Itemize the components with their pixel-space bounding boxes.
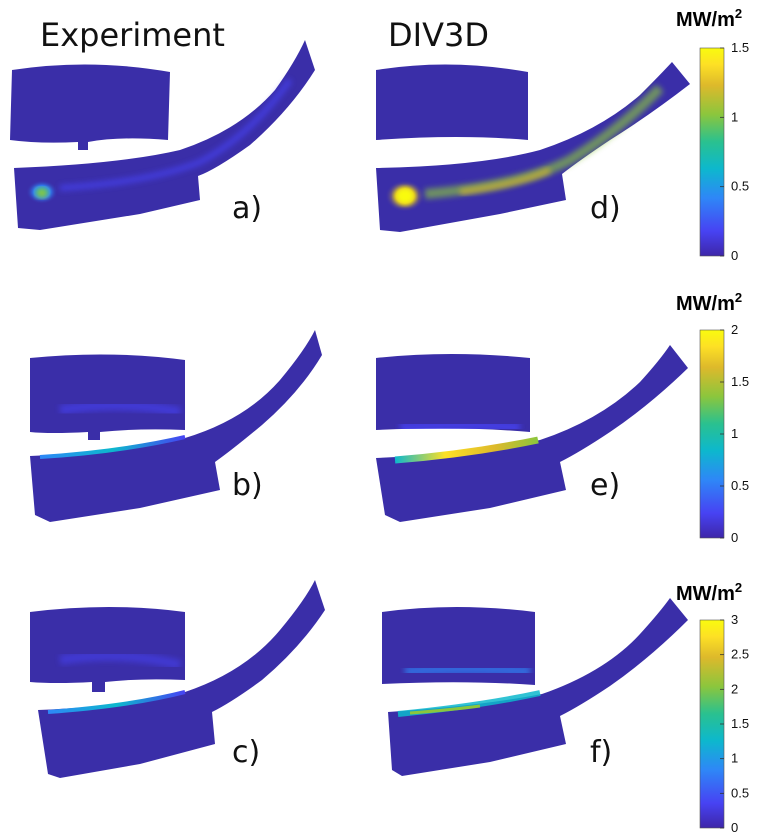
colorbar-1: MW/m2 0 0.5 1 1.5 [676,6,749,263]
panel-d [376,62,690,232]
colorbar-3-tick-label: 1.5 [731,716,749,731]
panel-label-c: c) [232,735,260,770]
column-title-div3d: DIV3D [388,16,489,54]
colorbar-3-tick-label: 2.5 [731,647,749,662]
colorbar-1-tick-label: 1.5 [731,40,749,55]
column-title-experiment: Experiment [40,16,225,54]
colorbar-1-unit: MW/m2 [676,6,742,31]
colorbar-2-tick-label: 0 [731,530,738,545]
colorbar-2-tick-label: 0.5 [731,478,749,493]
panel-a [10,40,315,230]
panel-label-d: d) [590,191,621,226]
panel-label-a: a) [232,191,262,226]
colorbar-3-tick-label: 0.5 [731,785,749,800]
colorbar-3-tick-label: 1 [731,751,738,766]
colorbar-2: MW/m2 0 0.5 1 1.5 2 [676,290,749,545]
colorbar-3-unit: MW/m2 [676,580,742,605]
panel-label-b: b) [232,468,263,503]
colorbar-3-tick-label: 2 [731,681,738,696]
colorbar-1-gradient [699,47,725,257]
colorbar-3-tick-label: 3 [731,612,738,627]
colorbar-2-tick-label: 2 [731,322,738,337]
colorbar-3-tick-label: 0 [731,820,738,835]
panel-e [376,345,688,522]
colorbar-1-tick-label: 1 [731,109,738,124]
colorbar-2-tick-label: 1 [731,426,738,441]
panel-f [382,598,688,776]
panel-label-f: f) [590,735,612,770]
colorbar-1-tick-label: 0.5 [731,179,749,194]
panel-label-e: e) [590,468,620,503]
colorbar-2-unit: MW/m2 [676,290,742,315]
panel-c [30,580,325,778]
colorbar-2-tick-label: 1.5 [731,374,749,389]
colorbar-3: MW/m2 0 0.5 1 1.5 2 2.5 3 [676,580,749,835]
panel-b [30,330,322,522]
colorbar-1-tick-label: 0 [731,248,738,263]
